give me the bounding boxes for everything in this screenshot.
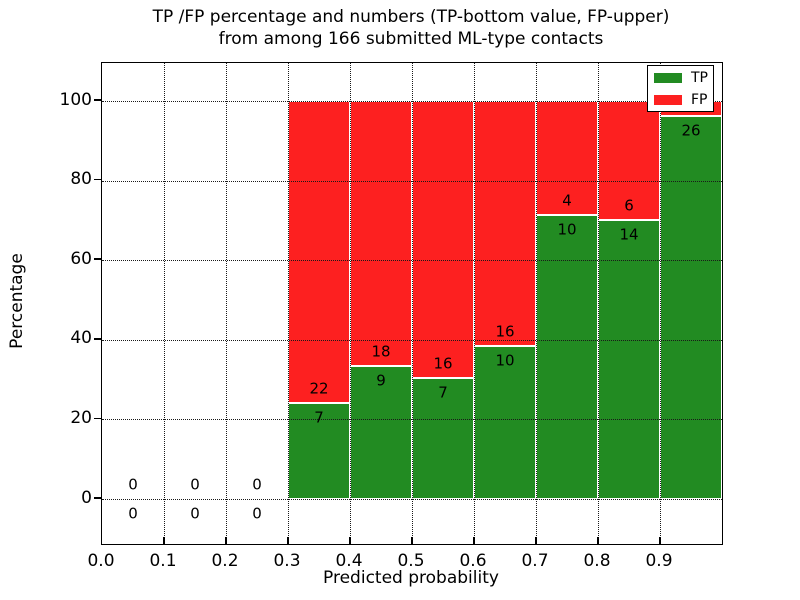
gridline-v-0.9 (660, 63, 661, 544)
y-tick-label-100: 100 (59, 89, 92, 110)
bar-segment-tp-4 (350, 366, 412, 499)
tp-count-label-5: 7 (438, 383, 448, 402)
fp-count-label-5: 16 (433, 354, 453, 373)
bar-segment-fp-4 (350, 101, 412, 367)
y-tick-label-40: 40 (70, 328, 92, 349)
fp-count-label-3: 22 (309, 379, 329, 398)
x-tick-label-0.0: 0.0 (87, 551, 115, 571)
fp-count-label-6: 16 (495, 322, 515, 341)
gridline-v-0.7 (536, 63, 537, 544)
x-tick-label-0.2: 0.2 (211, 551, 239, 571)
inner-ticks-layer (102, 63, 722, 544)
x-tick-label-0.9: 0.9 (645, 551, 673, 571)
fp-count-label-2: 0 (252, 475, 262, 494)
x-tick-0.1 (163, 537, 165, 544)
x-tick-label-0.4: 0.4 (335, 551, 363, 571)
x-tick-0.7 (535, 537, 537, 544)
x-tick-label-0.8: 0.8 (583, 551, 611, 571)
bar-segment-fp-6 (474, 101, 536, 346)
x-tick-0.9 (659, 537, 661, 544)
y-tick-label-60: 60 (70, 248, 92, 269)
legend-row-fp: FP (648, 90, 713, 110)
bar-segment-fp-7 (536, 101, 598, 215)
x-axis-label: Predicted probability (323, 568, 499, 588)
bar-segment-fp-5 (412, 101, 474, 378)
x-tick-label-0.3: 0.3 (273, 551, 301, 571)
x-tick-label-0.5: 0.5 (397, 551, 425, 571)
y-tick-100 (94, 99, 101, 101)
grid-layer (102, 63, 722, 544)
x-tick-label-0.1: 0.1 (149, 551, 177, 571)
fp-count-label-7: 4 (562, 191, 572, 210)
legend-label-tp: TP (691, 70, 708, 86)
gridline-v-0.5 (412, 63, 413, 544)
tp-count-label-9: 26 (681, 121, 701, 140)
fp-count-label-1: 0 (190, 475, 200, 494)
y-axis-label: Percentage (7, 253, 27, 349)
chart-title: TP /FP percentage and numbers (TP-bottom… (101, 6, 721, 50)
tp-count-label-6: 10 (495, 351, 515, 370)
plot-area: 0 0 0 0 0 0 22 7 18 9 16 7 16 10 4 10 6 14 26 TP FP (101, 62, 723, 545)
y-tick-label-0: 0 (81, 487, 92, 508)
x-tick-label-0.7: 0.7 (521, 551, 549, 571)
y-tick-60 (94, 258, 101, 260)
bar-segment-tp-9 (660, 115, 722, 499)
legend-label-fp: FP (691, 92, 708, 108)
fp-count-label-8: 6 (624, 196, 634, 215)
x-tick-0.5 (411, 537, 413, 544)
gridline-v-0.4 (350, 63, 351, 544)
gridline-v-0.6 (474, 63, 475, 544)
legend-row-tp: TP (648, 68, 713, 88)
bar-segment-tp-3 (288, 403, 350, 499)
tp-count-label-2: 0 (252, 504, 262, 523)
tp-count-label-8: 14 (619, 225, 639, 244)
gridline-v-0.2 (226, 63, 227, 544)
x-tick-label-0.6: 0.6 (459, 551, 487, 571)
bar-segment-tp-8 (598, 220, 660, 499)
gridline-v-0.8 (598, 63, 599, 544)
y-tick-label-20: 20 (70, 407, 92, 428)
x-tick-0.3 (287, 537, 289, 544)
fp-count-label-0: 0 (128, 475, 138, 494)
y-tick-80 (94, 178, 101, 181)
bar-segment-fp-3 (288, 101, 350, 404)
tp-count-label-3: 7 (314, 408, 324, 427)
fp-count-label-4: 18 (371, 342, 391, 361)
y-tick-20 (94, 417, 101, 420)
x-tick-0.4 (349, 537, 351, 544)
tp-count-label-4: 9 (376, 371, 386, 390)
x-tick-0.6 (473, 537, 475, 544)
tp-count-label-7: 10 (557, 220, 577, 239)
legend-swatch-tp-icon (654, 73, 682, 83)
chart-title-line2: from among 166 submitted ML-type contact… (218, 29, 604, 49)
y-tick-label-80: 80 (70, 169, 92, 190)
x-tick-0.8 (597, 537, 599, 544)
gridline-v-0.3 (288, 63, 289, 544)
tp-count-label-1: 0 (190, 504, 200, 523)
gridline-v-0.1 (164, 63, 165, 544)
bar-segment-tp-5 (412, 378, 474, 499)
tp-count-label-0: 0 (128, 504, 138, 523)
x-tick-0.2 (225, 537, 227, 544)
y-tick-40 (94, 338, 101, 340)
bar-segment-tp-7 (536, 214, 598, 499)
y-tick-0 (94, 497, 101, 499)
bar-labels-layer: 0 0 0 0 0 0 22 7 18 9 16 7 16 10 4 10 6 14 26 (102, 63, 722, 544)
legend: TP FP (647, 65, 714, 112)
legend-swatch-fp-icon (654, 95, 682, 105)
chart-title-line1: TP /FP percentage and numbers (TP-bottom… (152, 7, 670, 27)
